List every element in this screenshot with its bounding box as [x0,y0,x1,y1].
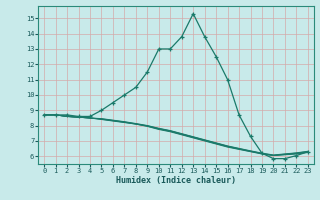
X-axis label: Humidex (Indice chaleur): Humidex (Indice chaleur) [116,176,236,185]
